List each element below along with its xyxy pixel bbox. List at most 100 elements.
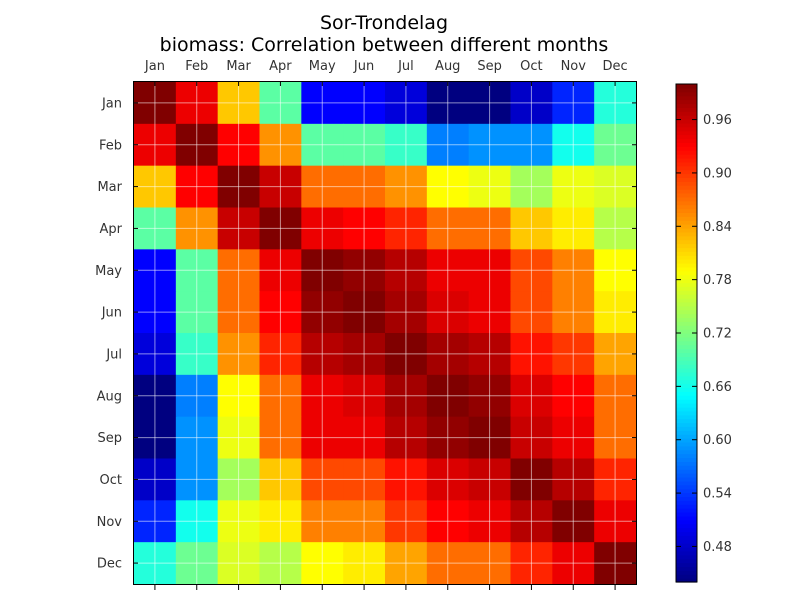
- colorbar-band: [676, 375, 697, 381]
- x-tick-label: Oct: [520, 59, 542, 74]
- colorbar-band: [676, 511, 697, 517]
- colorbar-band: [676, 130, 697, 136]
- heatmap-frame: [133, 81, 637, 585]
- colorbar-band: [676, 216, 697, 221]
- colorbar-band: [676, 554, 697, 560]
- x-axis: Jan Feb Mar Apr May Jun Jul Aug Sep Oct Nov Dec: [144, 59, 628, 590]
- chart-subtitle: biomass: Correlation between different m…: [160, 34, 609, 56]
- colorbar-band: [676, 274, 697, 280]
- colorbar-band: [676, 251, 697, 256]
- colorbar-tick-label: 0.72: [703, 327, 732, 342]
- colorbar-band: [676, 227, 697, 233]
- colorbar-band: [676, 134, 697, 140]
- colorbar-band: [676, 570, 697, 575]
- y-tick-label: Jan: [101, 96, 122, 111]
- colorbar: 0.48 0.54 0.60 0.66 0.72 0.78 0.84 0.90 0.96: [675, 83, 732, 583]
- y-tick-label: Sep: [97, 431, 122, 446]
- y-tick-label: Dec: [97, 557, 122, 572]
- colorbar-band: [676, 480, 697, 486]
- x-tick-label: Jun: [353, 59, 374, 74]
- heatmap-cells: [134, 82, 637, 585]
- colorbar-band: [676, 438, 697, 443]
- colorbar-band: [676, 122, 697, 128]
- colorbar-band: [676, 344, 697, 350]
- colorbar-band: [676, 387, 697, 392]
- colorbar-tick-label: 0.48: [703, 540, 732, 555]
- colorbar-band: [676, 325, 697, 330]
- colorbar-band: [676, 192, 697, 198]
- colorbar-band: [676, 150, 697, 155]
- colorbar-band: [676, 356, 697, 361]
- colorbar-band: [676, 441, 697, 447]
- colorbar-band: [676, 519, 697, 525]
- colorbar-band: [676, 165, 697, 171]
- colorbar-band: [676, 161, 697, 167]
- colorbar-band: [676, 294, 697, 299]
- colorbar-band: [676, 461, 697, 466]
- colorbar-band: [676, 546, 697, 552]
- x-tick-label: Feb: [185, 59, 208, 74]
- colorbar-band: [676, 578, 697, 583]
- colorbar-band: [676, 574, 697, 579]
- colorbar-band: [676, 290, 697, 295]
- colorbar-tick-label: 0.78: [703, 273, 732, 288]
- colorbar-band: [676, 255, 697, 260]
- colorbar-band: [676, 476, 697, 482]
- colorbar-band: [676, 410, 697, 416]
- colorbar-band: [676, 550, 697, 556]
- colorbar-band: [676, 126, 697, 132]
- colorbar-band: [676, 364, 697, 369]
- colorbar-band: [676, 430, 697, 435]
- colorbar-band: [676, 177, 697, 182]
- colorbar-band: [676, 539, 697, 544]
- colorbar-band: [676, 247, 697, 252]
- colorbar-band: [676, 445, 697, 451]
- y-tick-label: May: [95, 264, 122, 279]
- colorbar-band: [676, 173, 697, 178]
- colorbar-band: [676, 235, 697, 241]
- colorbar-band: [676, 399, 697, 404]
- colorbar-band: [676, 204, 697, 210]
- colorbar-band: [676, 266, 697, 272]
- colorbar-band: [676, 333, 697, 338]
- colorbar-band: [676, 469, 697, 474]
- colorbar-band: [676, 562, 697, 568]
- colorbar-band: [676, 185, 697, 190]
- colorbar-band: [676, 224, 697, 229]
- colorbar-band: [676, 352, 697, 357]
- colorbar-band: [676, 270, 697, 276]
- colorbar-band: [676, 496, 697, 501]
- colorbar-band: [676, 340, 697, 346]
- colorbar-band: [676, 515, 697, 521]
- colorbar-band: [676, 99, 697, 105]
- colorbar-tick-label: 0.60: [703, 433, 732, 448]
- colorbar-band: [676, 157, 697, 163]
- colorbar-band: [676, 566, 697, 571]
- colorbar-band: [676, 169, 697, 175]
- colorbar-band: [676, 473, 697, 478]
- colorbar-band: [676, 527, 697, 533]
- colorbar-band: [676, 403, 697, 408]
- colorbar-band: [676, 484, 697, 490]
- colorbar-band: [676, 317, 697, 322]
- colorbar-band: [676, 348, 697, 354]
- colorbar-band: [676, 119, 697, 124]
- y-tick-label: Feb: [99, 138, 122, 153]
- x-tick-label: Apr: [269, 59, 292, 74]
- colorbar-band: [676, 492, 697, 498]
- colorbar-band: [676, 138, 697, 143]
- y-tick-label: Jun: [101, 306, 122, 321]
- colorbar-band: [676, 84, 697, 89]
- heatmap-grid: [134, 82, 636, 584]
- colorbar-band: [676, 220, 697, 225]
- x-tick-label: Mar: [226, 59, 251, 74]
- colorbar-band: [676, 107, 697, 112]
- colorbar-band: [676, 196, 697, 202]
- colorbar-band: [676, 146, 697, 151]
- x-tick-label: May: [309, 59, 336, 74]
- colorbar-band: [676, 329, 697, 334]
- colorbar-band: [676, 305, 697, 311]
- colorbar-band: [676, 434, 697, 439]
- colorbar-band: [676, 500, 697, 505]
- y-tick-label: Mar: [97, 180, 122, 195]
